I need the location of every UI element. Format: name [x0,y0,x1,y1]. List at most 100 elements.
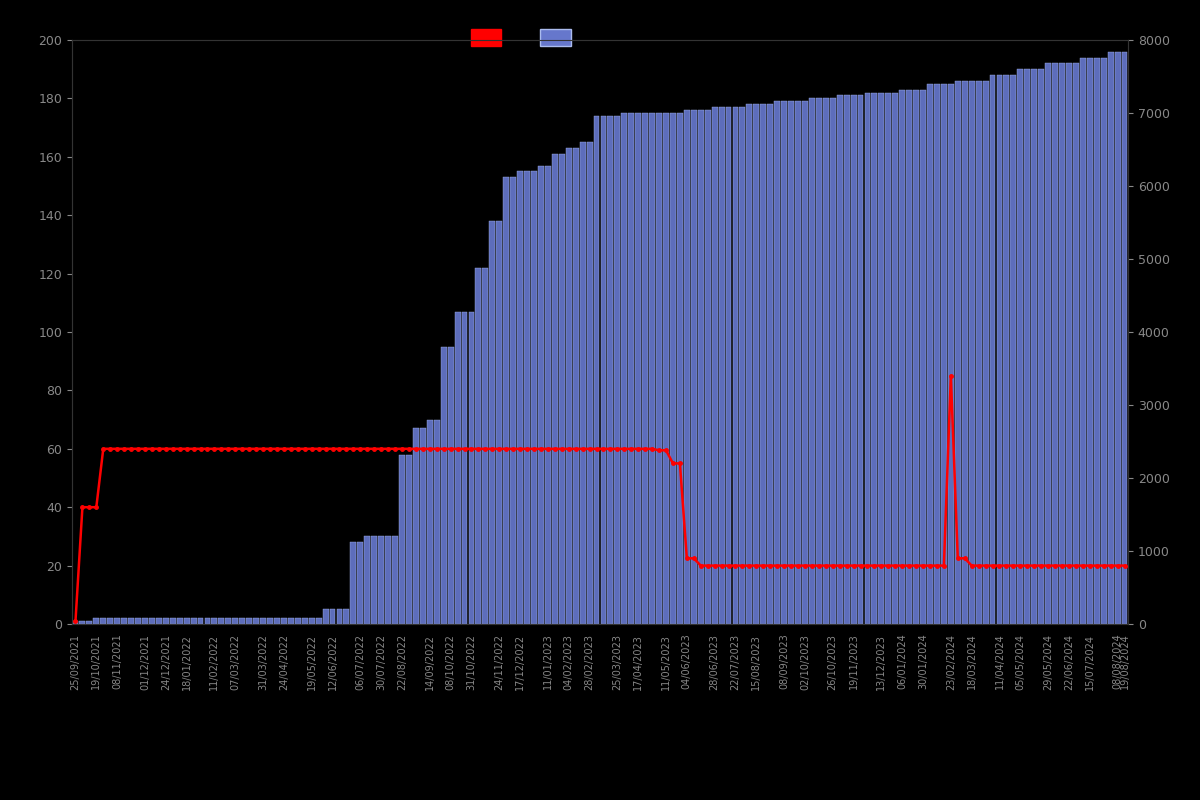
Bar [788,102,794,624]
Bar [204,618,210,624]
Bar [86,621,92,624]
Bar [670,113,676,624]
Bar [545,166,551,624]
Bar [420,428,426,624]
Bar [538,166,544,624]
Bar [448,346,454,624]
Bar [1087,58,1093,624]
Bar [906,90,912,624]
Bar [781,102,787,624]
Bar [184,618,190,624]
Bar [1115,52,1121,624]
Bar [211,618,217,624]
Bar [532,171,536,624]
Bar [961,81,967,624]
Bar [191,618,197,624]
Bar [697,110,703,624]
Bar [635,113,641,624]
Bar [107,618,113,624]
Bar [719,107,725,624]
Bar [462,311,468,624]
Bar [802,102,808,624]
Bar [649,113,655,624]
Bar [336,610,342,624]
Bar [1073,63,1079,624]
Bar [941,84,947,624]
Bar [79,621,85,624]
Bar [253,618,259,624]
Bar [851,95,857,624]
Bar [913,90,919,624]
Bar [281,618,287,624]
Bar [1025,70,1031,624]
Bar [524,171,530,624]
Bar [893,93,899,624]
Bar [475,268,481,624]
Bar [385,537,391,624]
Bar [198,618,204,624]
Bar [565,148,571,624]
Bar [316,618,322,624]
Bar [968,81,974,624]
Bar [712,107,718,624]
Bar [343,610,349,624]
Bar [1108,52,1114,624]
Bar [774,102,780,624]
Bar [704,110,710,624]
Bar [517,171,523,624]
Bar [691,110,697,624]
Bar [864,93,870,624]
Bar [503,178,509,624]
Bar [1010,75,1016,624]
Bar [761,104,767,624]
Bar [1060,63,1064,624]
Bar [739,107,745,624]
Bar [1031,70,1037,624]
Bar [886,93,892,624]
Bar [600,116,606,624]
Bar [378,537,384,624]
Bar [858,95,864,624]
Bar [996,75,1002,624]
Bar [955,81,961,624]
Bar [114,618,120,624]
Bar [754,104,760,624]
Bar [836,95,842,624]
Bar [767,104,773,624]
Bar [983,81,989,624]
Bar [433,419,439,624]
Bar [497,221,503,624]
Bar [1045,63,1051,624]
Bar [94,618,100,624]
Bar [163,618,169,624]
Bar [809,98,815,624]
Bar [176,618,182,624]
Bar [490,221,496,624]
Bar [288,618,294,624]
Bar [1093,58,1099,624]
Bar [72,621,78,624]
Bar [844,95,850,624]
Bar [358,542,364,624]
Bar [1003,75,1009,624]
Bar [156,618,162,624]
Bar [677,113,683,624]
Bar [899,90,905,624]
Bar [371,537,377,624]
Bar [308,618,314,624]
Bar [816,98,822,624]
Bar [142,618,148,624]
Bar [594,116,600,624]
Bar [482,268,488,624]
Bar [559,154,565,624]
Bar [656,113,662,624]
Bar [1018,70,1024,624]
Bar [392,537,398,624]
Bar [427,419,433,624]
Bar [1100,58,1106,624]
Bar [976,81,982,624]
Bar [746,104,752,624]
Bar [440,346,446,624]
Bar [572,148,578,624]
Bar [406,454,412,624]
